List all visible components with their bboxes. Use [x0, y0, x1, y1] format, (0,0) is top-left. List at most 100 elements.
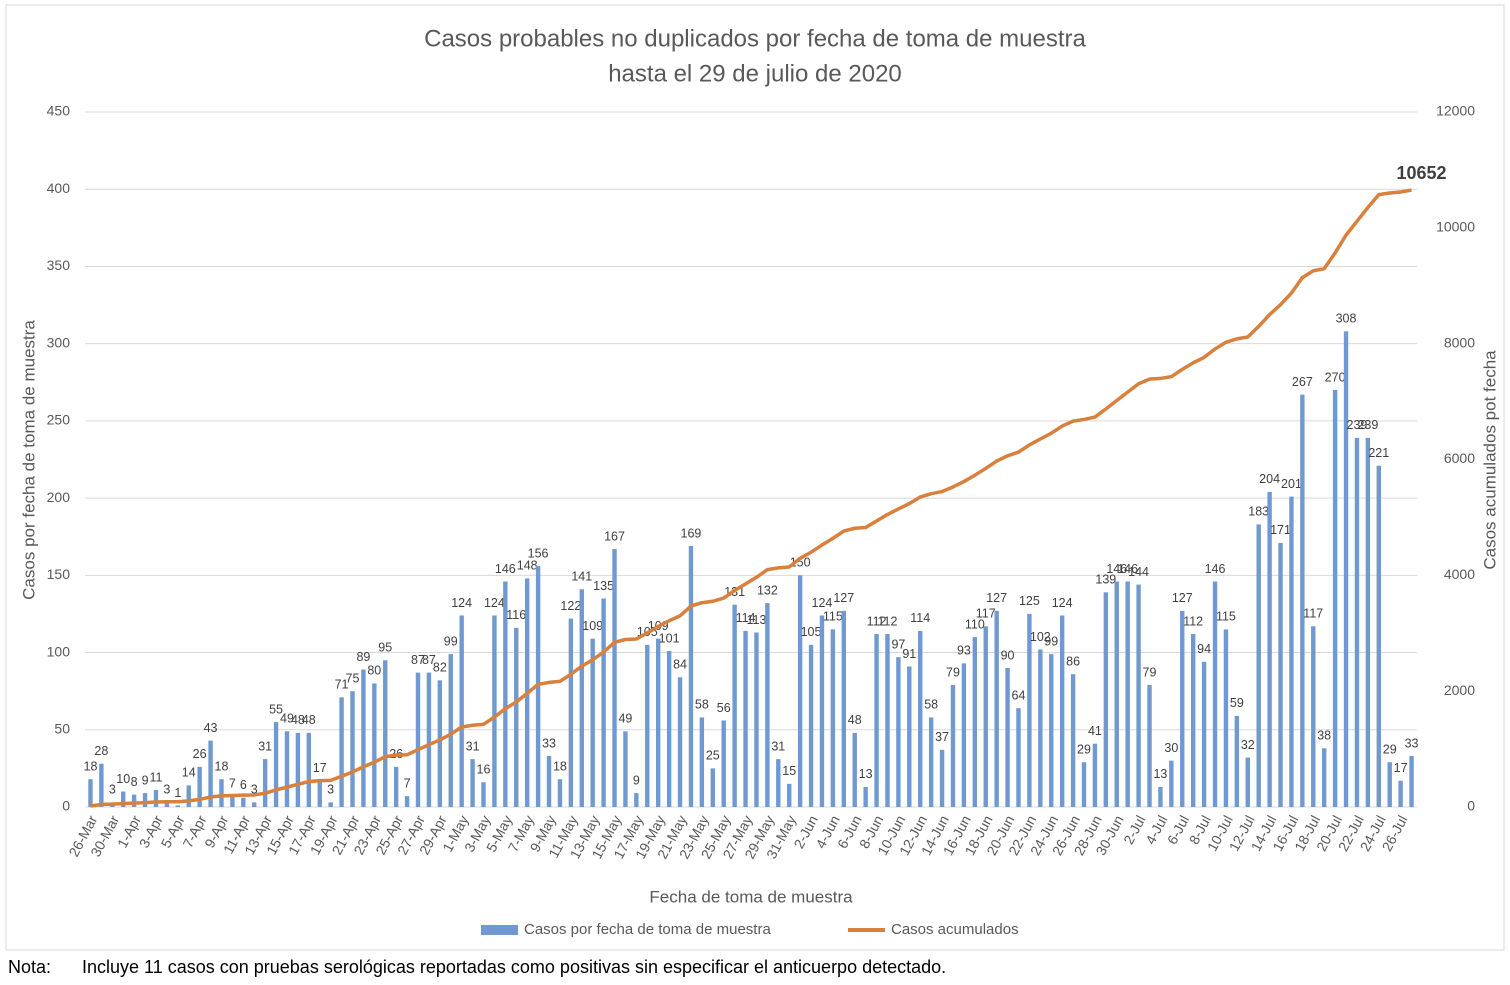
data-label: 17 [1394, 761, 1408, 775]
bar [1311, 626, 1316, 807]
y-tick-label: 250 [47, 412, 71, 428]
data-label: 112 [867, 614, 887, 628]
data-label: 95 [378, 641, 392, 655]
bar [383, 660, 388, 807]
data-label: 58 [924, 698, 938, 712]
bar [492, 615, 497, 807]
data-label: 91 [902, 647, 916, 661]
bar [645, 644, 650, 807]
data-label: 110 [965, 617, 985, 631]
data-label: 86 [1066, 654, 1080, 668]
bar [142, 793, 148, 807]
bar [776, 759, 781, 807]
bar [1169, 760, 1174, 807]
data-label: 117 [1303, 607, 1323, 621]
data-label: 49 [618, 712, 632, 726]
bar [1125, 581, 1130, 807]
y2-tick-label: 4000 [1444, 566, 1475, 582]
data-label: 139 [1095, 573, 1116, 587]
bar [885, 634, 890, 807]
data-label: 10 [116, 772, 130, 786]
y-axis-title: Casos por fecha de toma de muestra [19, 320, 38, 600]
data-label: 124 [484, 596, 505, 610]
bar [481, 782, 486, 807]
y-tick-label: 450 [47, 103, 71, 119]
data-label: 48 [302, 713, 316, 727]
bar [655, 638, 661, 807]
bar [612, 549, 617, 807]
data-label: 89 [356, 650, 370, 664]
y2-tick-label: 10000 [1436, 219, 1475, 235]
y-tick-label: 350 [47, 257, 71, 273]
data-label: 33 [542, 736, 556, 750]
data-label: 115 [1216, 610, 1236, 624]
y-tick-label: 100 [47, 643, 71, 659]
data-label: 56 [717, 701, 731, 715]
data-label: 97 [891, 637, 905, 651]
data-label: 59 [1230, 696, 1244, 710]
data-label: 148 [517, 559, 538, 573]
y2-axis-title: Casos acumulados pot fecha [1480, 350, 1499, 570]
bar [284, 731, 290, 807]
data-label: 114 [736, 611, 756, 625]
bar [1354, 437, 1360, 807]
data-label: 127 [1172, 591, 1193, 605]
legend-label: Casos por fecha de toma de muestra [524, 921, 771, 938]
data-label: 18 [84, 759, 98, 773]
bar [601, 598, 606, 807]
bar [983, 626, 988, 807]
data-label: 48 [848, 713, 862, 727]
data-label: 28 [94, 744, 108, 758]
data-label: 79 [946, 665, 960, 679]
data-label: 101 [659, 631, 680, 645]
bar [208, 740, 213, 807]
data-label: 99 [444, 634, 458, 648]
line [90, 188, 1412, 808]
data-label: 43 [204, 721, 218, 735]
bar [907, 666, 912, 807]
y-tick-label: 300 [47, 334, 71, 350]
bar [1070, 674, 1076, 807]
data-label: 87 [411, 653, 425, 667]
bar [928, 717, 934, 807]
data-label: 124 [451, 596, 472, 610]
bar [317, 780, 322, 807]
note-text: Incluye 11 casos con pruebas serológicas… [82, 957, 946, 977]
data-label: 64 [1012, 688, 1026, 702]
bar [557, 779, 563, 807]
bar [830, 629, 836, 807]
bar [131, 794, 137, 807]
data-label: 7 [404, 776, 411, 790]
data-label: 8 [131, 775, 138, 789]
data-label: 105 [801, 625, 822, 639]
bar [437, 680, 443, 807]
bar [306, 732, 312, 807]
data-label: 127 [986, 591, 1007, 605]
bar [688, 545, 694, 807]
bar [241, 797, 246, 807]
chart-subtitle: hasta el 29 de julio de 2020 [608, 60, 902, 87]
bar [1180, 610, 1185, 807]
bar [164, 802, 170, 807]
data-label: 270 [1325, 370, 1346, 384]
bar [797, 575, 803, 807]
chart-title: Casos probables no duplicados por fecha … [424, 25, 1086, 52]
bar [1289, 496, 1294, 807]
data-label: 49 [280, 712, 294, 726]
note-label: Nota: [8, 957, 51, 977]
data-label: 146 [1205, 562, 1226, 576]
bar [153, 790, 159, 807]
bar [1027, 613, 1032, 807]
data-label: 10652 [1397, 163, 1447, 183]
data-label: 124 [812, 596, 833, 610]
data-label: 3 [109, 783, 116, 797]
bar [874, 634, 879, 807]
bar [393, 766, 399, 807]
bar [568, 618, 574, 807]
data-label: 31 [258, 739, 272, 753]
data-label: 117 [976, 607, 996, 621]
y2-tick-label: 12000 [1436, 103, 1475, 119]
data-label: 80 [367, 664, 381, 678]
bar [634, 793, 639, 807]
